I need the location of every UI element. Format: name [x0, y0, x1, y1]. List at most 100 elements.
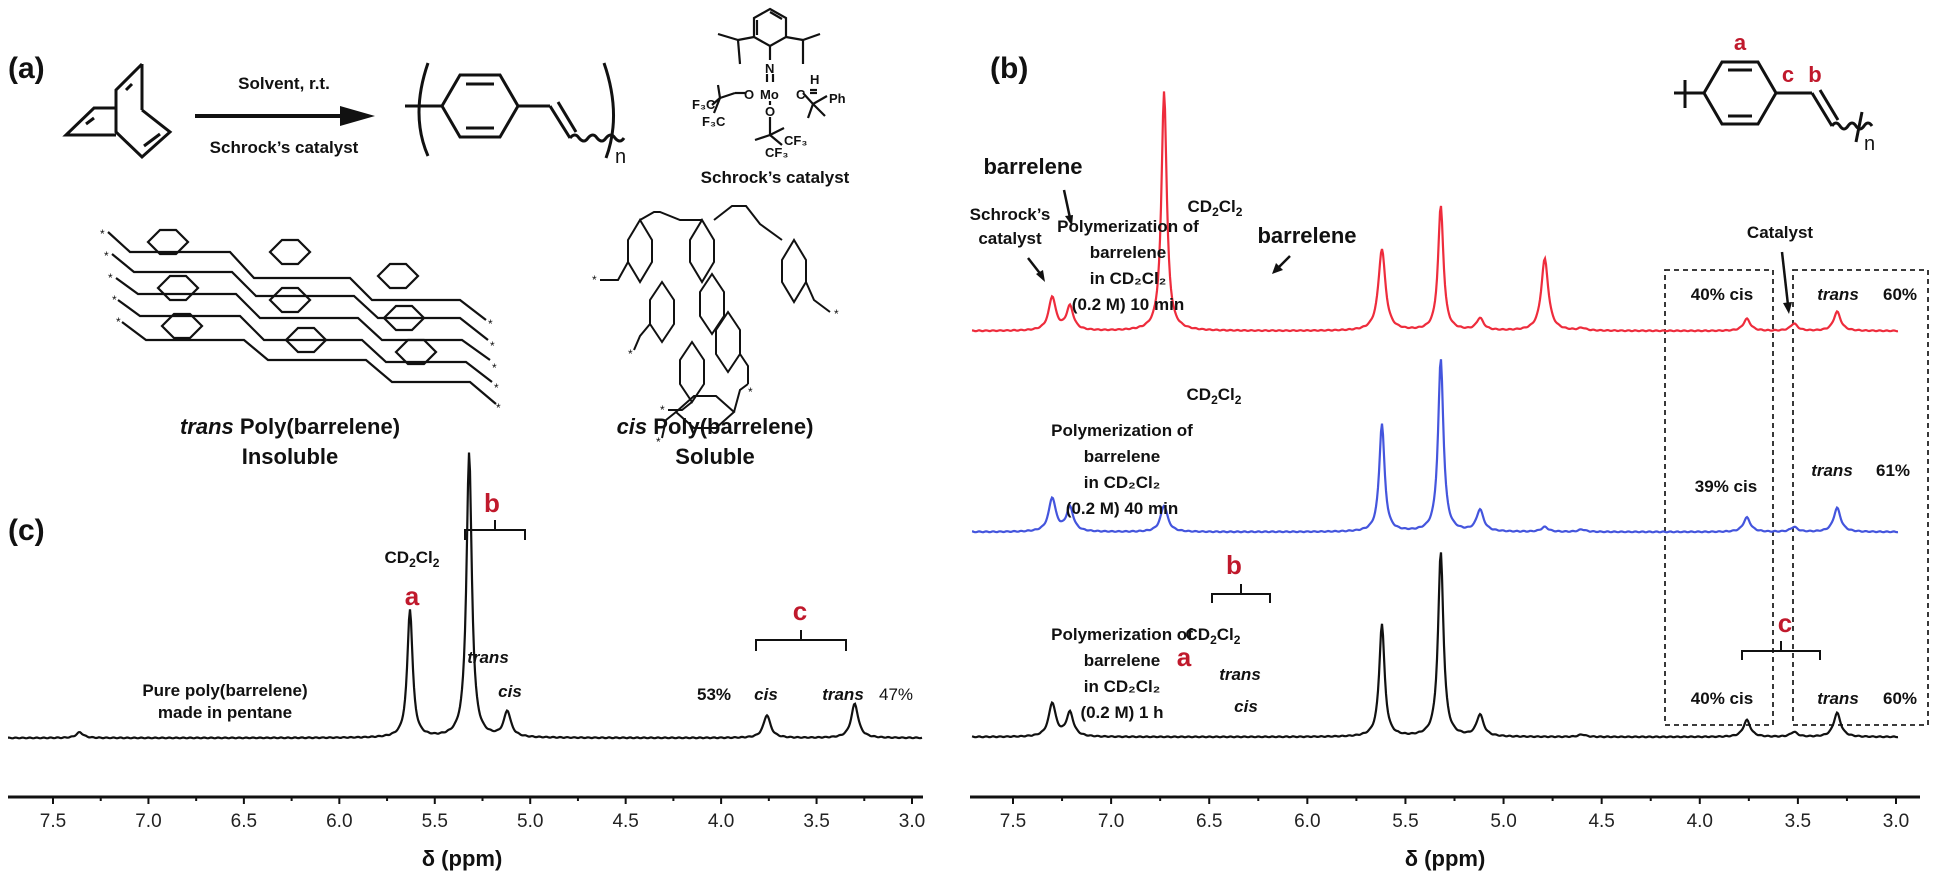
axis-tick-label: 7.0: [1098, 811, 1124, 832]
cis-polymer-chain-end-stars: * * * * * *: [592, 273, 839, 449]
axis-tick-label: 4.0: [1687, 811, 1713, 832]
panel-b-label: (b): [990, 52, 1028, 85]
schrock-arrowhead-icon: [1036, 270, 1045, 282]
svg-text:*: *: [748, 385, 753, 399]
svg-text:*: *: [660, 403, 665, 417]
black-label-c: c: [1778, 608, 1792, 638]
reaction-condition-catalyst: Schrock’s catalyst: [210, 138, 359, 157]
svg-text:N: N: [765, 61, 774, 76]
panel-b-structure-label-c: c: [1782, 62, 1794, 87]
red-trans-percent: 60%: [1883, 285, 1917, 304]
svg-text:Mo: Mo: [760, 87, 779, 102]
black-bracket-b-icon: [1211, 584, 1271, 603]
black-trans-b-label: trans: [1219, 665, 1261, 684]
red-desc-line3: in CD₂Cl₂: [1090, 269, 1167, 288]
barrelene-arrow-left-icon: [1062, 189, 1072, 219]
spectrum-c-trans-percent: 47%: [879, 685, 913, 704]
spectrum-c-label-c: c: [793, 596, 807, 626]
spectrum-c-cis-percent: 53%: [697, 685, 731, 704]
x-axis-b-label: δ (ppm): [1405, 846, 1486, 871]
panel-a-label: (a): [8, 52, 45, 85]
red-desc-line1: Polymerization of: [1057, 217, 1199, 236]
reaction-arrow-icon: [195, 106, 375, 126]
svg-text:*: *: [116, 315, 121, 329]
axis-tick-label: 3.0: [1883, 811, 1909, 832]
repeat-subscript-n: n: [615, 146, 626, 168]
spectrum-c-label-a: a: [405, 581, 420, 611]
red-barrelene-label-left: barrelene: [983, 154, 1082, 179]
barrelene-arrowhead-left-icon: [1065, 215, 1073, 226]
axis-tick-label: 4.5: [1588, 811, 1614, 832]
spectrum-c-bracket-b-icon: [464, 520, 526, 540]
spectrum-c-bracket-c-icon: [755, 630, 847, 651]
red-desc-line4: (0.2 M) 10 min: [1072, 295, 1184, 314]
trans-region-dashed-box: [1792, 269, 1929, 726]
trans-polymer-chain-end-stars: * * * * * * * * * *: [100, 227, 501, 415]
panel-b-repeat-unit-icon: [1674, 60, 1874, 143]
svg-text:*: *: [494, 381, 499, 395]
black-cis-label: 40% cis: [1691, 689, 1753, 708]
svg-text:F₃C: F₃C: [702, 114, 726, 129]
trans-polymer-structure-icon: [107, 228, 497, 405]
x-axis-c-label: δ (ppm): [422, 846, 503, 871]
svg-text:*: *: [488, 317, 493, 331]
black-desc-line4: (0.2 M) 1 h: [1080, 703, 1163, 722]
red-schrock-label-line1: Schrock’s: [970, 205, 1051, 224]
axis-tick-label: 7.0: [135, 811, 161, 832]
black-label-a: a: [1177, 642, 1192, 672]
spectrum-c-solvent-label: CD2Cl2: [385, 548, 440, 570]
svg-text:O: O: [744, 87, 754, 102]
catalyst-arrowhead-icon: [1783, 302, 1792, 314]
barrelene-arrowhead-right-icon: [1272, 263, 1283, 274]
cis-polymer-solubility: Soluble: [675, 444, 754, 469]
spectrum-c-plot: [8, 452, 923, 740]
axis-tick-label: 6.5: [231, 811, 257, 832]
barrelene-arrow-right-icon: [1277, 255, 1291, 269]
cis-polymer-name: cis Poly(barrelene): [617, 414, 814, 439]
black-cis-b-label: cis: [1234, 697, 1258, 716]
red-barrelene-label-right: barrelene: [1257, 223, 1356, 248]
axis-tick-label: 7.5: [1000, 811, 1026, 832]
spectrum-c-cis-label: cis: [754, 685, 778, 704]
axis-tick-label: 5.0: [1490, 811, 1516, 832]
axis-tick-label: 7.5: [40, 811, 66, 832]
axis-tick-label: 3.0: [899, 811, 925, 832]
black-desc-line2: barrelene: [1084, 651, 1161, 670]
polymer-repeat-unit-icon: [405, 62, 626, 159]
svg-text:O: O: [765, 104, 775, 119]
red-trans-label: trans: [1817, 285, 1859, 304]
panel-b-structure-label-a: a: [1734, 30, 1747, 55]
barrelene-structure-icon: [62, 62, 173, 160]
panel-c-label: (c): [8, 514, 45, 547]
axis-tick-label: 5.5: [1392, 811, 1418, 832]
blue-desc-line1: Polymerization of: [1051, 421, 1193, 440]
spectrum-trace: [971, 359, 1899, 534]
black-solvent-label: CD2Cl2: [1186, 625, 1241, 647]
svg-text:C: C: [796, 87, 806, 102]
panel-b-structure-label-b: b: [1808, 62, 1821, 87]
svg-text:CF₃: CF₃: [765, 145, 788, 160]
svg-text:*: *: [112, 293, 117, 307]
schrock-catalyst-caption: Schrock’s catalyst: [701, 168, 850, 187]
svg-text:CF₃: CF₃: [784, 133, 807, 148]
cis-polymer-structure-icon: [600, 205, 831, 439]
reaction-condition-solvent: Solvent, r.t.: [238, 74, 330, 93]
blue-cis-label: 39% cis: [1695, 477, 1757, 496]
spectrum-trace: [971, 91, 1899, 333]
svg-text:*: *: [108, 271, 113, 285]
blue-trans-label: trans: [1811, 461, 1853, 480]
black-desc-line1: Polymerization of: [1051, 625, 1193, 644]
trans-polymer-name: trans Poly(barrelene): [180, 414, 400, 439]
x-axis-b: 7.5 7.0 6.5 6.0 5.5 5.0 4.5 4.0 3.5 3.0: [970, 795, 1920, 832]
blue-desc-line3: in CD₂Cl₂: [1084, 473, 1161, 492]
black-desc-line3: in CD₂Cl₂: [1084, 677, 1161, 696]
black-trans-percent: 60%: [1883, 689, 1917, 708]
spectrum-c-label-b: b: [484, 488, 500, 518]
blue-desc-line4: (0.2 M) 40 min: [1066, 499, 1178, 518]
svg-text:*: *: [100, 227, 105, 241]
axis-tick-label: 5.5: [422, 811, 448, 832]
panel-b-subscript-n: n: [1864, 133, 1875, 155]
svg-text:*: *: [496, 401, 501, 415]
spectrum-c-trans-label: trans: [822, 685, 864, 704]
